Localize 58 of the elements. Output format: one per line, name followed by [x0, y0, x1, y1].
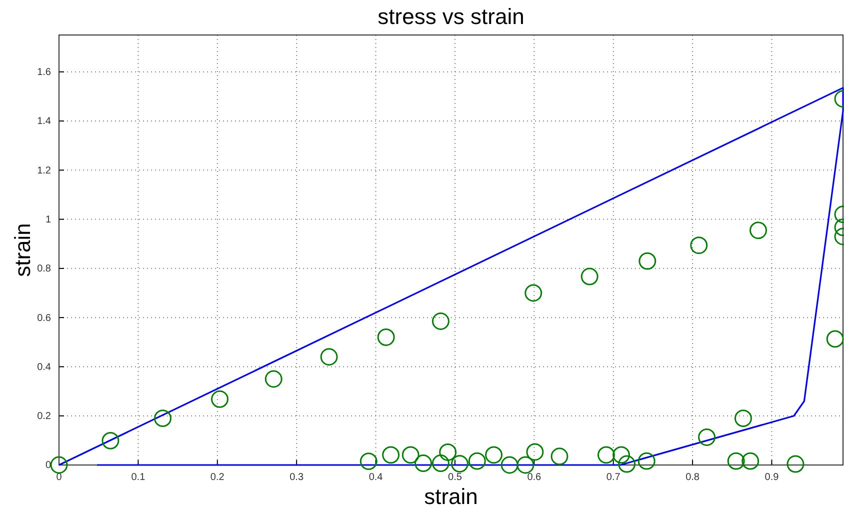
- y-tick-label: 0.4: [37, 362, 52, 373]
- point: [402, 446, 420, 464]
- point: [320, 348, 338, 366]
- point: [618, 455, 636, 473]
- y-tick-label: 0.6: [37, 312, 52, 324]
- point: [612, 446, 630, 464]
- y-tick-label: 1.4: [37, 116, 52, 128]
- point: [580, 268, 598, 286]
- point: [50, 456, 68, 474]
- x-tick-label: 0.5: [448, 472, 462, 484]
- point: [526, 443, 544, 461]
- point: [500, 456, 518, 474]
- point: [597, 446, 615, 464]
- point: [102, 432, 120, 450]
- point: [414, 454, 432, 472]
- point: [638, 452, 656, 470]
- point: [690, 236, 708, 254]
- x-tick-label: 0.6: [527, 472, 542, 484]
- point: [468, 452, 486, 470]
- point: [786, 455, 804, 473]
- point: [264, 370, 282, 388]
- y-tick-label: 0: [45, 460, 52, 472]
- x-tick-label: 0.9: [764, 472, 780, 484]
- point: [485, 446, 502, 464]
- line-series: [58, 87, 844, 466]
- point: [826, 330, 844, 348]
- point: [432, 454, 450, 472]
- x-tick-label: 0.7: [606, 472, 621, 484]
- y-tick-label: 1.6: [37, 67, 52, 78]
- point: [750, 222, 767, 240]
- x-tick-label: 0.3: [290, 472, 304, 484]
- point: [439, 444, 457, 461]
- point: [742, 452, 760, 470]
- point: [550, 448, 568, 466]
- y-tick-label: 1: [45, 214, 52, 226]
- point: [211, 390, 228, 408]
- point: [382, 446, 400, 464]
- point: [432, 312, 450, 330]
- point: [377, 328, 395, 346]
- point: [516, 456, 534, 474]
- point: [450, 455, 468, 472]
- point: [734, 410, 752, 428]
- y-tick-label: 1.2: [37, 165, 52, 176]
- point: [698, 428, 716, 446]
- point: [638, 252, 656, 270]
- x-tick-label: 0.1: [131, 472, 146, 484]
- x-tick-label: 0.4: [368, 472, 384, 484]
- y-tick-label: 0.8: [37, 264, 52, 275]
- point: [154, 410, 172, 428]
- y-tick-label: 0.2: [37, 411, 52, 422]
- point: [360, 452, 378, 470]
- x-tick-label: 0.8: [686, 472, 700, 484]
- point: [727, 452, 745, 470]
- chart-title: stress vs strain: [378, 4, 524, 29]
- point: [524, 284, 542, 302]
- x-tick-label: 0.2: [210, 472, 225, 484]
- y-axis-title: strain: [10, 223, 35, 277]
- x-axis-title: strain: [424, 484, 478, 509]
